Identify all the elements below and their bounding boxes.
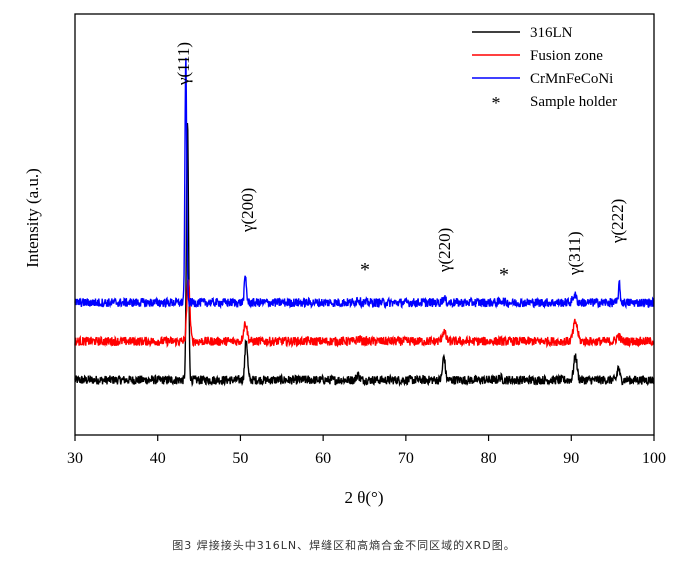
x-tick-label: 50 [232, 450, 248, 467]
series-line-316ln [74, 122, 655, 388]
x-tick-label: 80 [481, 450, 497, 467]
legend-label: CrMnFeCoNi [530, 71, 613, 87]
peak-label: γ(200) [238, 188, 257, 233]
x-tick-label: 40 [150, 450, 166, 467]
legend: 316LN Fusion zone CrMnFeCoNi * Sample holder [472, 25, 617, 113]
legend-label: 316LN [530, 25, 573, 41]
peak-annotations: γ(111) γ(200) * γ(220) * γ(311) γ(222) [174, 42, 627, 286]
legend-label: Fusion zone [530, 48, 603, 64]
x-tick-label: 70 [398, 450, 414, 467]
series-line-crmnfeconi [74, 57, 655, 310]
x-axis-ticks: 30 40 50 60 70 80 90 100 [67, 435, 666, 467]
x-tick-label: 100 [642, 450, 666, 467]
plot-frame [74, 13, 655, 436]
series-layer [74, 57, 655, 388]
peak-label: γ(222) [608, 199, 627, 244]
sample-holder-marker: * [499, 264, 509, 286]
x-tick-label: 30 [67, 450, 83, 467]
legend-label: Sample holder [530, 94, 617, 110]
x-tick-label: 60 [315, 450, 331, 467]
x-tick-label: 90 [563, 450, 579, 467]
x-axis-label: 2 θ(°) [344, 488, 383, 507]
peak-label: γ(311) [565, 231, 584, 276]
y-axis-label: Intensity (a.u.) [23, 168, 42, 268]
peak-label: γ(111) [174, 42, 193, 86]
legend-marker: * [492, 93, 501, 113]
figure-caption: 图3 焊接接头中316LN、焊缝区和高熵合金不同区域的XRD图。 [172, 539, 516, 552]
peak-label: γ(220) [435, 228, 454, 273]
sample-holder-marker: * [360, 259, 370, 281]
series-line-fusion-zone [74, 279, 655, 349]
